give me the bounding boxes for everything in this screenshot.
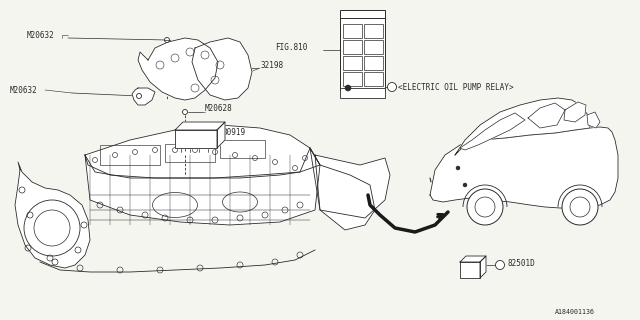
Bar <box>220 140 265 158</box>
Circle shape <box>136 93 141 99</box>
Circle shape <box>456 166 460 170</box>
Text: A184001136: A184001136 <box>555 309 595 315</box>
Circle shape <box>562 189 598 225</box>
Bar <box>343 72 362 86</box>
Bar <box>343 24 362 38</box>
Polygon shape <box>175 130 217 148</box>
Text: ①: ① <box>390 84 394 90</box>
Circle shape <box>463 183 467 187</box>
Text: 32198: 32198 <box>260 60 283 69</box>
Polygon shape <box>480 256 486 278</box>
Circle shape <box>387 83 397 92</box>
Bar <box>165 144 215 162</box>
Polygon shape <box>460 113 525 150</box>
Text: FIG.810: FIG.810 <box>275 43 307 52</box>
Bar <box>100 145 160 165</box>
Polygon shape <box>460 262 480 278</box>
Polygon shape <box>528 103 565 128</box>
Bar <box>343 40 362 54</box>
Polygon shape <box>587 112 600 128</box>
Circle shape <box>164 37 170 43</box>
Bar <box>364 24 383 38</box>
Polygon shape <box>138 38 218 100</box>
Polygon shape <box>192 38 252 100</box>
Polygon shape <box>15 162 90 268</box>
Polygon shape <box>460 256 486 262</box>
Bar <box>364 56 383 70</box>
Polygon shape <box>217 122 225 148</box>
Polygon shape <box>455 98 590 155</box>
Circle shape <box>467 189 503 225</box>
Circle shape <box>495 260 504 269</box>
Bar <box>340 10 385 18</box>
Bar <box>340 15 385 90</box>
Text: M20632: M20632 <box>27 30 55 39</box>
Text: ①: ① <box>498 262 502 268</box>
Polygon shape <box>310 148 375 230</box>
Polygon shape <box>564 102 586 122</box>
Text: 82501D: 82501D <box>507 259 535 268</box>
Bar <box>343 56 362 70</box>
Text: M20632: M20632 <box>10 85 38 94</box>
Bar <box>364 40 383 54</box>
Polygon shape <box>85 125 320 178</box>
Bar <box>364 72 383 86</box>
Circle shape <box>345 85 351 91</box>
Bar <box>340 88 385 98</box>
Text: 30919: 30919 <box>222 127 245 137</box>
Polygon shape <box>315 155 390 218</box>
Polygon shape <box>85 148 320 225</box>
Text: M20628: M20628 <box>205 103 233 113</box>
Polygon shape <box>175 122 225 130</box>
Polygon shape <box>430 127 618 208</box>
Polygon shape <box>132 88 155 105</box>
Circle shape <box>182 109 188 115</box>
Text: <ELECTRIC OIL PUMP RELAY>: <ELECTRIC OIL PUMP RELAY> <box>398 83 514 92</box>
